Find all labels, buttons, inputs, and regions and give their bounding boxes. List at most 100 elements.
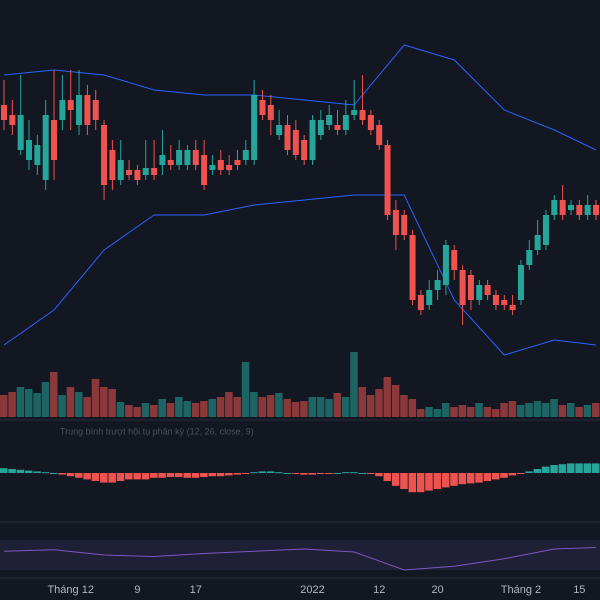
macd-bar (83, 473, 91, 480)
candle-body (301, 140, 308, 160)
macd-bar (433, 473, 442, 489)
macd-bar (241, 473, 250, 474)
volume-bar (566, 403, 575, 417)
candle-body (201, 155, 208, 185)
volume-bar (458, 405, 467, 417)
x-tick-label: 9 (134, 584, 140, 596)
candle-body (1, 105, 7, 120)
macd-bar (408, 473, 417, 493)
macd-bar (508, 473, 517, 476)
volume-bar (108, 389, 116, 417)
macd-bar (66, 473, 75, 477)
macd-bar (133, 473, 141, 480)
macd-bar (75, 473, 83, 478)
macd-bar (258, 471, 266, 473)
candle-body (192, 150, 199, 165)
candle-body (84, 95, 91, 125)
macd-bar (425, 473, 433, 491)
candle-body (384, 145, 391, 215)
macd-bar (191, 473, 200, 478)
macd-bar (208, 473, 216, 477)
volume-bar (583, 405, 592, 417)
macd-bar (125, 473, 133, 480)
volume-bar (16, 387, 25, 417)
volume-bar (375, 389, 383, 417)
candle-body (409, 235, 416, 300)
macd-bar (41, 472, 50, 474)
candle-body (51, 120, 58, 160)
volume-bar (366, 395, 375, 417)
x-tick-label: 2022 (300, 584, 324, 596)
volume-bar (516, 405, 525, 417)
candle-body (559, 200, 566, 215)
macd-bar (300, 473, 308, 475)
volume-bar (358, 387, 367, 417)
volume-bar (216, 397, 225, 417)
candle-body (442, 245, 449, 285)
candle-body (526, 250, 533, 265)
candle-body (134, 170, 141, 180)
macd-bar (158, 473, 166, 478)
volume-bar (158, 399, 166, 417)
candle-body (167, 160, 174, 165)
macd-bar (516, 473, 525, 474)
candle-body (326, 115, 333, 125)
candle-body (126, 170, 133, 175)
candle-body (92, 100, 99, 120)
volume-bar (50, 372, 58, 417)
volume-bar (325, 399, 333, 417)
volume-bar (400, 395, 408, 417)
volume-bar (58, 395, 66, 417)
rsi-line (3, 547, 597, 571)
candle-body (317, 120, 324, 135)
volume-bar (308, 397, 317, 417)
macd-bar (275, 472, 283, 474)
macd-bar (16, 469, 25, 473)
candle-body (376, 125, 383, 145)
candle-body (484, 285, 491, 295)
candle-body (501, 300, 508, 305)
macd-bar (458, 473, 467, 485)
macd-bar (416, 473, 425, 493)
macd-bar (525, 471, 533, 473)
volume-bar (225, 392, 233, 417)
candle-body (176, 150, 183, 165)
volume-bar (525, 403, 533, 417)
candle-body (392, 210, 399, 235)
candle-body (284, 125, 291, 150)
macd-bar (291, 473, 300, 474)
macd-bar (375, 473, 383, 477)
volume-bar (116, 402, 125, 417)
macd-bar (341, 472, 350, 474)
macd-title: Trung bình trượt hội tụ phân kỳ (12, 26,… (60, 426, 254, 436)
bollinger-band (3, 44, 597, 151)
macd-bar (475, 473, 483, 483)
macd-bar (225, 473, 233, 476)
volume-bar (466, 407, 475, 417)
candle-body (359, 110, 366, 120)
candle-body (209, 165, 216, 170)
volume-bar (575, 407, 583, 417)
candle-body (584, 205, 591, 215)
volume-bar (433, 409, 442, 417)
volume-bar (500, 403, 508, 417)
volume-bar (425, 407, 433, 417)
candle-body (42, 115, 49, 180)
volume-bar (83, 397, 91, 417)
volume-bar (450, 407, 458, 417)
volume-bar (208, 399, 216, 417)
volume-bar (75, 392, 83, 417)
candle-body (401, 215, 408, 235)
volume-bar (41, 382, 50, 417)
candle-body (234, 160, 241, 165)
volume-bar (592, 403, 600, 417)
candle-body (184, 150, 191, 165)
macd-bar (400, 473, 408, 489)
candle-body (451, 250, 458, 270)
volume-bar (266, 395, 275, 417)
volume-bar (475, 403, 483, 417)
macd-bar (583, 463, 592, 473)
macd-bar (466, 473, 475, 484)
volume-bar (333, 393, 342, 417)
